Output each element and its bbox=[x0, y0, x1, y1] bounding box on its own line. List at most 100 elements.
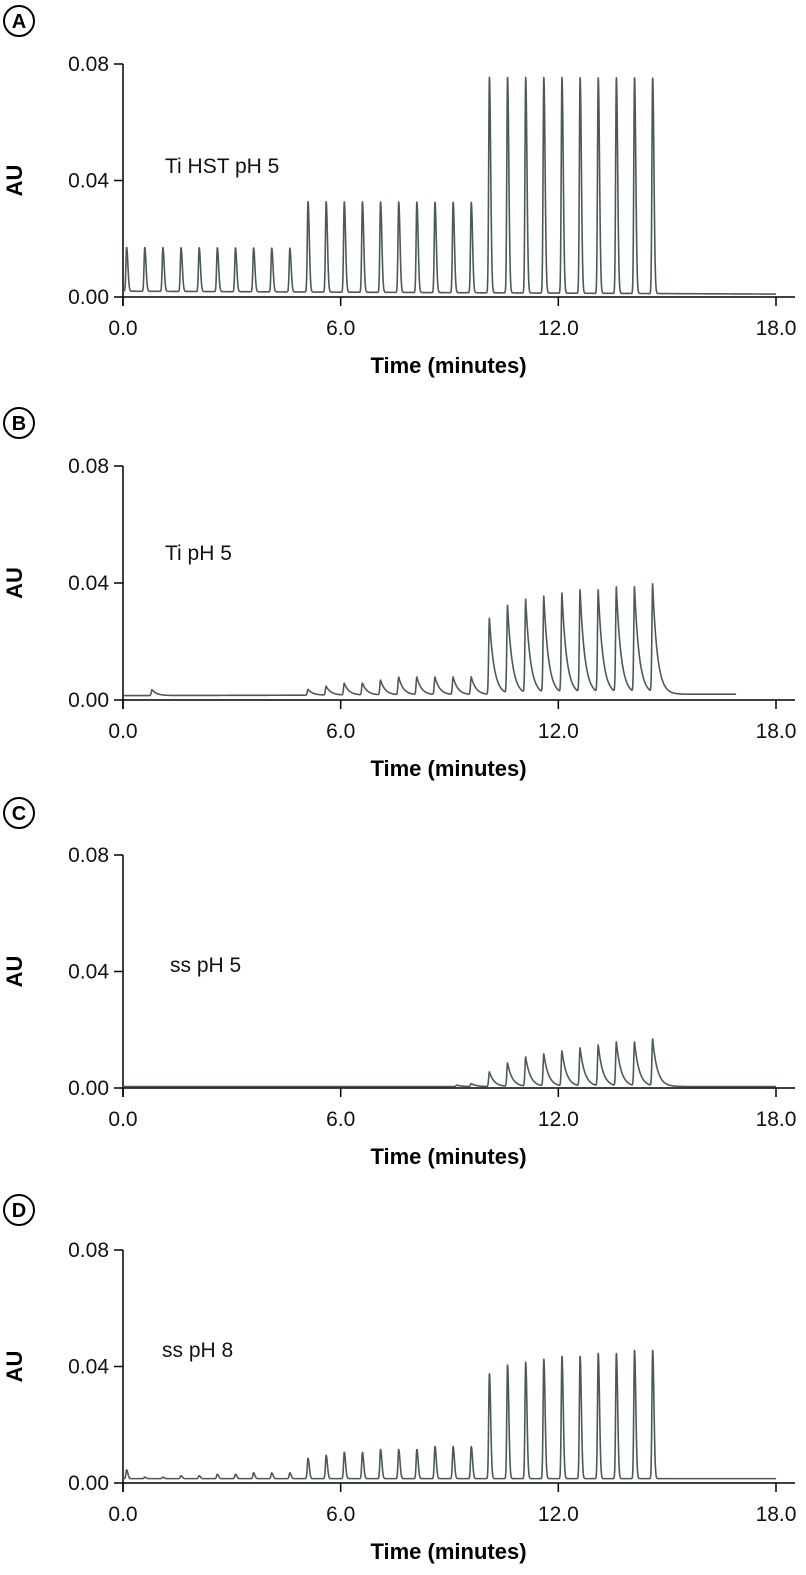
panel-c-peak-1 bbox=[456, 1084, 458, 1086]
panel-c-badge-label: C bbox=[12, 803, 26, 825]
panel-a-x-tick-label: 18.0 bbox=[756, 317, 797, 340]
panel-d-y-tick-label: 0.08 bbox=[68, 1239, 109, 1262]
panel-d-peak-4 bbox=[180, 1475, 182, 1477]
panel-d-peak-23 bbox=[525, 1361, 527, 1363]
panel-a-peak-19 bbox=[452, 200, 454, 202]
panel-d-peak-22 bbox=[507, 1364, 509, 1366]
panel-d-peak-19 bbox=[452, 1446, 454, 1448]
panel-a-peak-22 bbox=[507, 75, 509, 77]
panel-b-y-tick-label: 0.08 bbox=[68, 455, 109, 478]
panel-d-peak-20 bbox=[470, 1446, 472, 1448]
panel-a-peak-2 bbox=[144, 247, 146, 249]
panel-a-peak-6 bbox=[217, 247, 219, 249]
panel-a-peak-9 bbox=[271, 247, 273, 249]
panel-d-peak-5 bbox=[198, 1475, 200, 1477]
panel-c-peak-5 bbox=[525, 1057, 527, 1059]
panel-c-y-tick-label: 0.00 bbox=[68, 1077, 109, 1100]
panel-b-peak-7 bbox=[398, 677, 400, 679]
panel-b-x-axis-title: Time (minutes) bbox=[370, 756, 526, 781]
panel-c-x-tick-label: 18.0 bbox=[756, 1108, 797, 1131]
panel-b-x-tick-label: 18.0 bbox=[756, 720, 797, 743]
panel-b-peak-12 bbox=[489, 619, 491, 621]
panel-c-peak-4 bbox=[507, 1062, 509, 1064]
panel-a-peak-14 bbox=[362, 200, 364, 202]
panel-a-peak-7 bbox=[235, 247, 237, 249]
panel-d-peak-21 bbox=[489, 1373, 491, 1375]
panel-c-y-axis-title: AU bbox=[2, 956, 27, 988]
panel-d-trace-line bbox=[122, 1349, 777, 1480]
panel-d-peak-14 bbox=[362, 1452, 364, 1454]
panel-d-badge-label: D bbox=[12, 1200, 26, 1222]
panel-d-peak-2 bbox=[144, 1476, 146, 1478]
panel-d-peak-11 bbox=[307, 1457, 309, 1459]
panel-d-peak-29 bbox=[634, 1350, 636, 1352]
panel-a-peak-11 bbox=[307, 200, 309, 202]
panel-d-peak-1 bbox=[126, 1469, 128, 1471]
panel-d-peak-8 bbox=[253, 1472, 255, 1474]
panel-c: C 0.00 0.04 0.08 0.0 6.0 12.0 18.0 Time (minutes… bbox=[2, 797, 797, 1169]
panel-b-peak-17 bbox=[579, 592, 581, 594]
panel-a-y-axis-title: AU bbox=[2, 165, 27, 197]
panel-a-peak-21 bbox=[489, 75, 491, 77]
panel-a-badge-circle bbox=[3, 5, 35, 37]
panel-b: B 0.00 0.04 0.08 0.0 6.0 12.0 18.0 Time (minutes… bbox=[2, 407, 797, 781]
panel-b-peak-18 bbox=[597, 592, 599, 594]
panel-d-peak-27 bbox=[597, 1353, 599, 1355]
panel-b-peak-1 bbox=[151, 689, 153, 691]
panel-d-x-tick-label: 12.0 bbox=[538, 1503, 579, 1526]
panel-a-trace-line bbox=[122, 76, 777, 295]
panel-c-peak-3 bbox=[489, 1071, 491, 1073]
panel-a-peak-5 bbox=[198, 247, 200, 249]
panel-a-peak-23 bbox=[525, 75, 527, 77]
panel-a-peak-26 bbox=[579, 75, 581, 77]
panel-a-x-axis-title: Time (minutes) bbox=[370, 353, 526, 378]
panel-a-peak-15 bbox=[380, 200, 382, 202]
panel-b-annotation: Ti pH 5 bbox=[165, 542, 232, 565]
panel-a-badge-label: A bbox=[12, 11, 26, 33]
panel-a-peak-27 bbox=[597, 75, 599, 77]
panel-b-peak-16 bbox=[561, 595, 563, 597]
panel-c-x-axis-title: Time (minutes) bbox=[370, 1144, 526, 1169]
panel-b-peak-3 bbox=[325, 686, 327, 688]
panel-a-peak-1 bbox=[126, 247, 128, 249]
panel-b-peak-21 bbox=[652, 587, 654, 589]
panel-d-x-tick-label: 0.0 bbox=[108, 1503, 137, 1526]
panel-c-y-tick-label: 0.04 bbox=[68, 961, 109, 984]
panel-c-x-tick-label: 6.0 bbox=[326, 1108, 355, 1131]
panel-d-peak-15 bbox=[380, 1449, 382, 1451]
panel-c-y-tick-label: 0.08 bbox=[68, 844, 109, 867]
panel-c-peak-10 bbox=[616, 1042, 618, 1044]
panel-a-peak-18 bbox=[434, 200, 436, 202]
panel-b-y-axis-title: AU bbox=[2, 567, 27, 599]
panel-a-x-tick-label: 6.0 bbox=[326, 317, 355, 340]
panel-c-peak-8 bbox=[579, 1048, 581, 1050]
panel-d-y-tick-label: 0.04 bbox=[68, 1356, 109, 1379]
panel-d-peak-17 bbox=[416, 1449, 418, 1451]
panel-a-peak-3 bbox=[162, 247, 164, 249]
panel-a-x-tick-label: 0.0 bbox=[108, 317, 137, 340]
panel-b-peak-8 bbox=[416, 677, 418, 679]
panel-a-y-tick-label: 0.04 bbox=[68, 170, 109, 193]
panel-d-peak-30 bbox=[652, 1350, 654, 1352]
panel-d-peak-24 bbox=[543, 1358, 545, 1360]
panel-d-peak-10 bbox=[289, 1472, 291, 1474]
panel-d-badge-circle bbox=[3, 1194, 35, 1226]
panel-a-peak-28 bbox=[616, 75, 618, 77]
panel-d-peak-16 bbox=[398, 1449, 400, 1451]
panel-a: A 0.00 0.04 0.08 0.0 6.0 12.0 18.0 Time (minutes… bbox=[2, 5, 797, 378]
panel-d-peak-25 bbox=[561, 1356, 563, 1358]
panel-b-peak-19 bbox=[616, 590, 618, 592]
panel-b-badge-label: B bbox=[12, 413, 26, 435]
panel-b-peak-14 bbox=[525, 601, 527, 603]
panel-c-x-tick-label: 12.0 bbox=[538, 1108, 579, 1131]
panel-d-peak-3 bbox=[162, 1476, 164, 1478]
panel-a-peak-25 bbox=[561, 75, 563, 77]
panel-c-annotation: ss pH 5 bbox=[170, 954, 241, 977]
panel-c-peak-12 bbox=[652, 1039, 654, 1041]
panel-c-peak-2 bbox=[470, 1083, 472, 1085]
panel-b-peak-6 bbox=[380, 680, 382, 682]
panel-c-peak-9 bbox=[597, 1045, 599, 1047]
panel-d-peak-7 bbox=[235, 1473, 237, 1475]
panel-a-y-tick-label: 0.08 bbox=[68, 53, 109, 76]
